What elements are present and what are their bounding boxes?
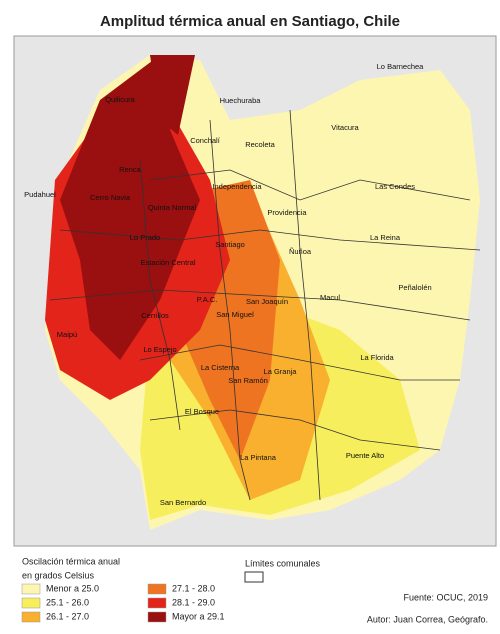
legend-title: Oscilación térmica anual bbox=[22, 556, 120, 566]
commune-label: Maipú bbox=[57, 330, 77, 339]
commune-label: La Florida bbox=[360, 353, 394, 362]
legend: Oscilación térmica anual en grados Celsi… bbox=[21, 556, 488, 624]
commune-label: San Ramón bbox=[228, 376, 268, 385]
commune-label: Vitacura bbox=[331, 123, 359, 132]
legend-swatch bbox=[21, 583, 41, 595]
commune-label: La Cisterna bbox=[201, 363, 240, 372]
commune-label: Peñalolén bbox=[398, 283, 431, 292]
commune-label: San Joaquín bbox=[246, 297, 288, 306]
author: Autor: Juan Correa, Geógrafo. bbox=[367, 614, 488, 624]
commune-boundary bbox=[149, 169, 471, 201]
commune-label: La Reina bbox=[370, 233, 401, 242]
commune-label: Lo Barnechea bbox=[377, 62, 425, 71]
legend-label: Menor a 25.0 bbox=[46, 583, 99, 593]
commune-label: La Pintana bbox=[240, 453, 277, 462]
commune-boundary bbox=[59, 229, 481, 251]
commune-boundary bbox=[149, 409, 441, 451]
commune-label: Quinta Normal bbox=[148, 203, 197, 212]
commune-boundary bbox=[289, 109, 321, 501]
commune-label: Lo Prado bbox=[130, 233, 160, 242]
commune-label: San Miguel bbox=[216, 310, 254, 319]
legend-label: 27.1 - 28.0 bbox=[172, 583, 215, 593]
legend-swatch bbox=[21, 597, 41, 609]
commune-label: Cerrillos bbox=[141, 311, 169, 320]
commune-label: Puente Alto bbox=[346, 451, 384, 460]
commune-label: Ñuñoa bbox=[289, 247, 312, 256]
legend-swatch bbox=[147, 611, 167, 623]
commune-label: Cerro Navia bbox=[90, 193, 131, 202]
commune-label: Conchalí bbox=[190, 136, 221, 145]
legend-label: 26.1 - 27.0 bbox=[46, 611, 89, 621]
commune-label: Estación Central bbox=[140, 258, 195, 267]
commune-label: Pudahuel bbox=[24, 190, 56, 199]
legend-swatch bbox=[21, 611, 41, 623]
boundaries-label: Límites comunales bbox=[245, 558, 321, 568]
commune-label: San Bernardo bbox=[160, 498, 206, 507]
commune-label: Quilicura bbox=[105, 95, 135, 104]
zone-dark-red bbox=[150, 55, 195, 135]
commune-label: Santiago bbox=[215, 240, 245, 249]
commune-label: Recoleta bbox=[245, 140, 275, 149]
legend-label: Mayor a 29.1 bbox=[172, 611, 225, 621]
commune-label: Huechuraba bbox=[220, 96, 262, 105]
legend-label: 28.1 - 29.0 bbox=[172, 597, 215, 607]
commune-boundary bbox=[139, 344, 460, 381]
commune-label: Macul bbox=[320, 293, 340, 302]
map-title: Amplitud térmica anual en Santiago, Chil… bbox=[100, 13, 400, 30]
commune-label: El Bosque bbox=[185, 407, 219, 416]
boundaries-swatch bbox=[244, 571, 264, 583]
legend-title: en grados Celsius bbox=[22, 570, 95, 580]
zone-dark-red bbox=[60, 55, 200, 360]
commune-label: P.A.C. bbox=[197, 295, 218, 304]
commune-label: Las Condes bbox=[375, 182, 415, 191]
commune-labels: Lo Barnechea Quilicura Huechuraba Vitacu… bbox=[24, 62, 432, 507]
source: Fuente: OCUC, 2019 bbox=[403, 592, 488, 602]
commune-label: Renca bbox=[119, 165, 142, 174]
commune-label: Independencia bbox=[212, 182, 262, 191]
commune-boundary bbox=[49, 289, 471, 321]
legend-swatch bbox=[147, 597, 167, 609]
commune-label: Lo Espejo bbox=[143, 345, 176, 354]
legend-swatch bbox=[147, 583, 167, 595]
commune-boundary bbox=[209, 119, 251, 501]
commune-boundary bbox=[139, 159, 181, 431]
commune-label: Providencia bbox=[267, 208, 307, 217]
urban-area bbox=[45, 55, 481, 530]
legend-label: 25.1 - 26.0 bbox=[46, 597, 89, 607]
commune-label: La Granja bbox=[264, 367, 298, 376]
